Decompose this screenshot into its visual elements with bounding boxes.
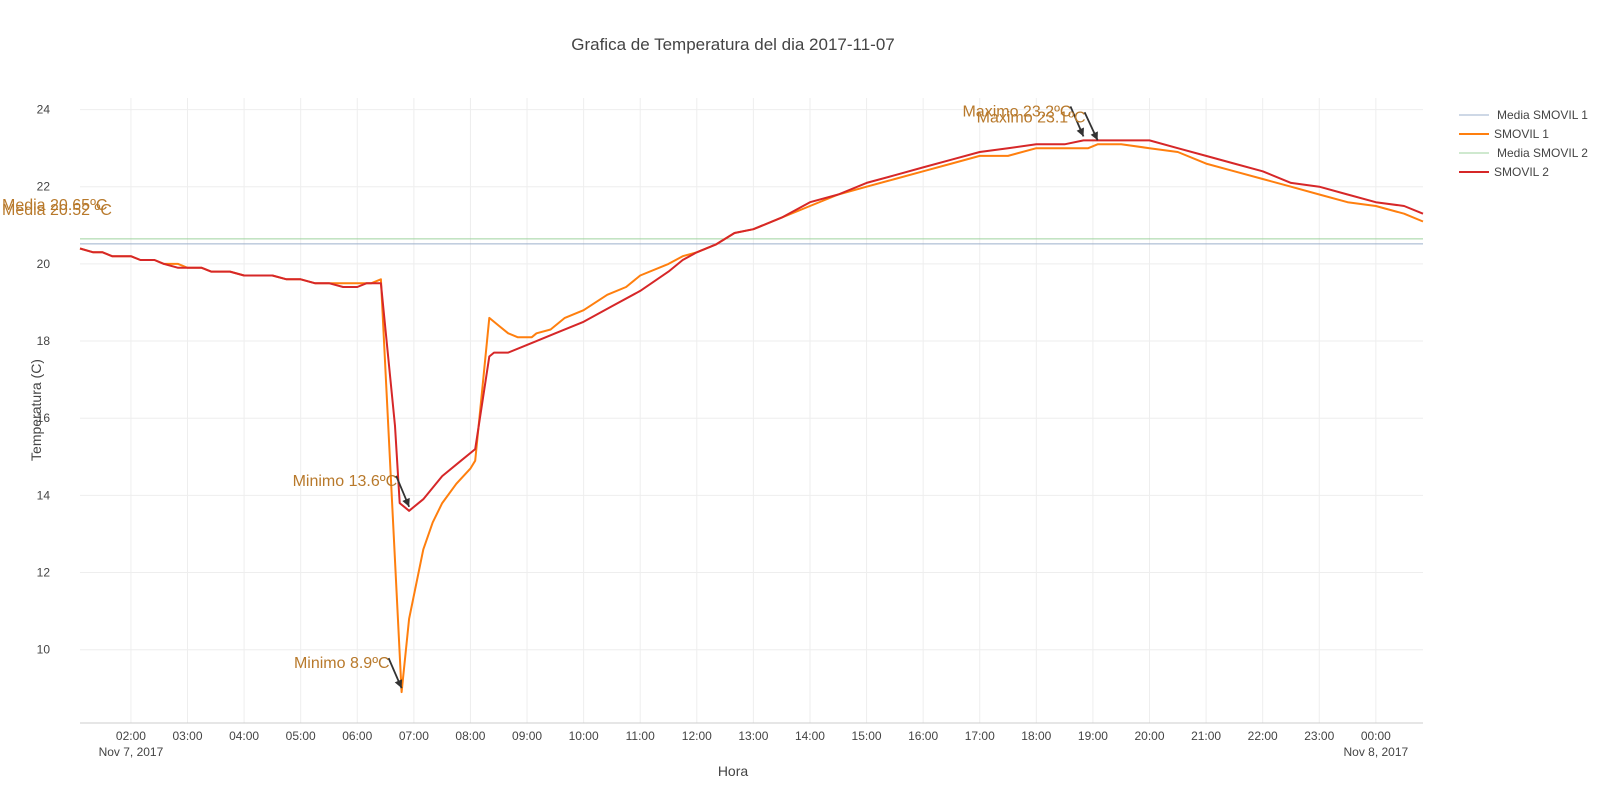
y-tick-label: 14 bbox=[37, 488, 51, 502]
mean-annotation: Media 20.52 ºC bbox=[2, 202, 112, 219]
x-tick-label: 22:00 bbox=[1248, 729, 1278, 743]
chart-title: Grafica de Temperatura del dia 2017-11-0… bbox=[571, 35, 895, 54]
x-tick-label: 03:00 bbox=[172, 729, 202, 743]
x-tick-label: 12:00 bbox=[682, 729, 712, 743]
series-line-smovil-2 bbox=[79, 139, 1424, 512]
x-tick-label: 21:00 bbox=[1191, 729, 1221, 743]
x-tick-label: 02:00 bbox=[116, 729, 146, 743]
x-tick-label: 09:00 bbox=[512, 729, 542, 743]
axes: 02:00 Nov 7, 2017 03:00 04:00 05:00 06:00 07:0… bbox=[37, 103, 1423, 759]
max-annotation: Maximo 23.1ºC bbox=[977, 109, 1086, 126]
min-annotation: Minimo 13.6ºC bbox=[293, 473, 398, 490]
mean-annotation: Media 20.65ºC bbox=[2, 197, 107, 214]
x-tick-label: 06:00 bbox=[342, 729, 372, 743]
legend-item-smovil-1[interactable]: SMOVIL 1 bbox=[1494, 127, 1549, 141]
x-tick-label: 16:00 bbox=[908, 729, 938, 743]
x-tick-sublabel: Nov 7, 2017 bbox=[99, 745, 164, 759]
annotation-arrow-head bbox=[402, 497, 410, 507]
y-tick-label: 24 bbox=[37, 103, 51, 117]
x-tick-label: 05:00 bbox=[286, 729, 316, 743]
x-tick-label: 23:00 bbox=[1304, 729, 1334, 743]
x-tick-label: 15:00 bbox=[852, 729, 882, 743]
x-axis-title: Hora bbox=[718, 763, 749, 779]
x-tick-label: 17:00 bbox=[965, 729, 995, 743]
legend-item-media-smovil-1[interactable]: Media SMOVIL 1 bbox=[1497, 108, 1588, 122]
x-tick-label: 00:00 bbox=[1361, 729, 1391, 743]
annotation-arrow-head bbox=[394, 679, 403, 689]
x-tick-label: 11:00 bbox=[626, 729, 655, 743]
x-tick-label: 20:00 bbox=[1134, 729, 1164, 743]
y-tick-label: 22 bbox=[37, 180, 51, 194]
max-annotation: Maximo 23.2ºC bbox=[962, 103, 1071, 120]
legend-item-media-smovil-2[interactable]: Media SMOVIL 2 bbox=[1497, 146, 1588, 160]
x-tick-label: 07:00 bbox=[399, 729, 429, 743]
y-tick-label: 20 bbox=[37, 257, 51, 271]
annotation-arrow-head bbox=[1076, 127, 1084, 137]
y-tick-label: 16 bbox=[37, 411, 51, 425]
y-axis-title: Temperatura (C) bbox=[28, 359, 44, 461]
x-tick-label: 10:00 bbox=[569, 729, 599, 743]
min-annotation: Minimo 8.9ºC bbox=[294, 655, 390, 672]
x-tick-label: 13:00 bbox=[738, 729, 768, 743]
series-lines bbox=[79, 139, 1424, 694]
mean-lines bbox=[80, 238, 1423, 245]
x-tick-sublabel: Nov 8, 2017 bbox=[1343, 745, 1408, 759]
y-tick-label: 12 bbox=[37, 566, 51, 580]
x-tick-label: 08:00 bbox=[455, 729, 485, 743]
legend-item-smovil-2[interactable]: SMOVIL 2 bbox=[1494, 165, 1549, 179]
annotation-arrow-head bbox=[1090, 131, 1098, 141]
x-tick-label: 04:00 bbox=[229, 729, 259, 743]
x-tick-label: 14:00 bbox=[795, 729, 825, 743]
x-tick-label: 18:00 bbox=[1021, 729, 1051, 743]
y-tick-label: 10 bbox=[37, 643, 51, 657]
x-tick-label: 19:00 bbox=[1078, 729, 1108, 743]
legend[interactable]: Media SMOVIL 1 SMOVIL 1 Media SMOVIL 2 SMOV… bbox=[1459, 108, 1588, 179]
grid bbox=[80, 98, 1423, 723]
y-tick-label: 18 bbox=[37, 334, 51, 348]
